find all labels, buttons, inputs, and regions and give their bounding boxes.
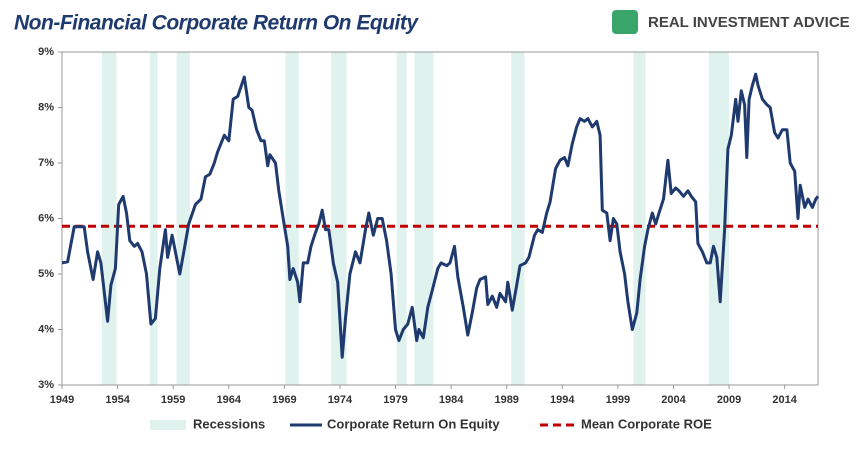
x-tick-label: 1979 (383, 394, 407, 406)
legend-label: Mean Corporate ROE (581, 416, 712, 431)
recession-band (633, 52, 646, 385)
x-tick-label: 1984 (439, 394, 464, 406)
plot-frame (61, 51, 819, 386)
legend-label: Corporate Return On Equity (327, 416, 500, 431)
recession-band (149, 52, 158, 385)
x-tick-label: 1969 (272, 394, 296, 406)
recession-band (709, 52, 730, 385)
series-line (61, 72, 820, 359)
logo: REAL INVESTMENT ADVICE (612, 10, 850, 34)
x-tick-label: 1959 (161, 394, 185, 406)
legend-label: Recessions (193, 416, 265, 431)
recession-band (511, 52, 525, 385)
x-tick-label: 1999 (606, 394, 630, 406)
legend-swatch (150, 420, 186, 430)
y-tick-label: 9% (38, 46, 54, 58)
x-tick-label: 1949 (50, 394, 74, 406)
y-tick-label: 7% (38, 157, 54, 169)
x-tick-label: 2014 (772, 394, 797, 406)
x-tick-label: 2004 (661, 394, 686, 406)
logo-text: REAL INVESTMENT ADVICE (648, 14, 850, 31)
recession-band (102, 52, 117, 385)
recession-band (331, 52, 347, 385)
y-tick-label: 4% (38, 323, 54, 335)
x-tick-label: 1974 (328, 394, 353, 406)
y-tick-label: 3% (38, 379, 54, 391)
chart-title: Non-Financial Corporate Return On Equity (14, 12, 419, 35)
logo-icon (612, 10, 638, 34)
y-tick-label: 8% (38, 101, 54, 113)
x-tick-label: 2009 (717, 394, 741, 406)
y-tick-label: 6% (38, 212, 54, 224)
x-tick-label: 1954 (105, 394, 130, 406)
recession-band (176, 52, 190, 385)
recession-band (396, 52, 407, 385)
x-tick-label: 1989 (494, 394, 518, 406)
x-tick-label: 1964 (217, 394, 242, 406)
x-tick-label: 1994 (550, 394, 575, 406)
y-tick-label: 5% (38, 268, 54, 280)
recession-band (285, 52, 299, 385)
